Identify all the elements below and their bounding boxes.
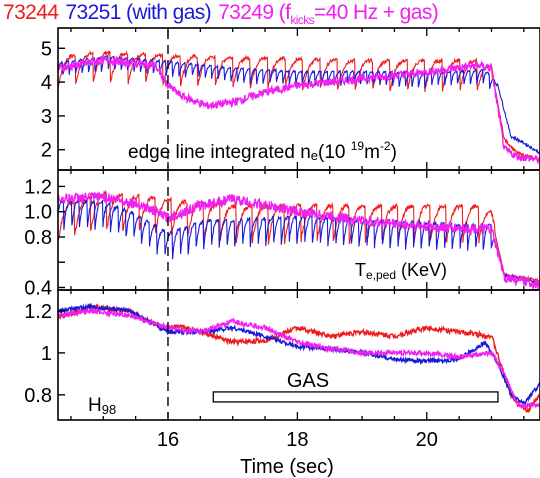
panel-middle-label: Te,ped (KeV) xyxy=(355,260,447,282)
panel-bottom-frame xyxy=(57,289,540,421)
panel-top-series xyxy=(58,50,540,165)
y-tick-label: 1.2 xyxy=(24,176,52,198)
y-tick-label: 1.2 xyxy=(24,301,52,323)
panel-bottom-series xyxy=(58,302,540,414)
series-middle-73251 xyxy=(58,198,540,287)
series-bottom-73249 xyxy=(58,306,540,410)
series-top-73249 xyxy=(58,55,540,165)
y-tick-label: 1 xyxy=(41,343,52,365)
legend-shot-73249-pre: 73249 (f xyxy=(218,1,291,24)
x-tick-label: 20 xyxy=(416,429,438,451)
series-middle-73244 xyxy=(58,189,540,283)
gas-label: GAS xyxy=(287,370,329,392)
x-axis-label: Time (sec) xyxy=(240,456,334,478)
legend-shot-73249-post: =40 Hz + gas) xyxy=(314,1,439,24)
legend-shot-73249: 73249 (fkicks=40 Hz + gas) xyxy=(218,1,439,28)
x-tick-label: 16 xyxy=(157,429,179,451)
legend-shot-73249-sub: kicks xyxy=(290,13,314,28)
series-top-73244 xyxy=(58,50,540,163)
y-tick-label: 4 xyxy=(41,72,52,94)
y-tick-label: 3 xyxy=(41,106,52,128)
y-tick-label: 0.8 xyxy=(24,385,52,407)
frame-layer: 2 3 4 5 0.4 0.8 1.0 1.2 0.8 1 1.2 16 18 20 xyxy=(24,27,540,451)
gas-interval-bar xyxy=(212,391,499,403)
series-layer xyxy=(58,50,540,414)
y-tick-label: 2 xyxy=(41,140,52,162)
legend: 73244 73251 (with gas) 73249 (fkicks=40 Hz… xyxy=(3,1,540,31)
y-tick-label: 1.0 xyxy=(24,202,52,224)
panel-middle-series xyxy=(58,189,540,290)
x-tick-label: 18 xyxy=(286,429,308,451)
panel-top-label: edge line integrated ne(10 19m-2) xyxy=(128,139,397,163)
legend-shot-73251: 73251 (with gas) xyxy=(65,1,212,24)
series-middle-73249 xyxy=(58,192,540,290)
panel-bottom-label: H98 xyxy=(88,395,116,417)
y-tick-label: 0.4 xyxy=(24,277,52,299)
legend-shot-73244: 73244 xyxy=(3,1,59,24)
y-tick-label: 0.8 xyxy=(24,227,52,249)
y-tick-label: 5 xyxy=(41,38,52,60)
series-top-73251 xyxy=(58,54,540,155)
